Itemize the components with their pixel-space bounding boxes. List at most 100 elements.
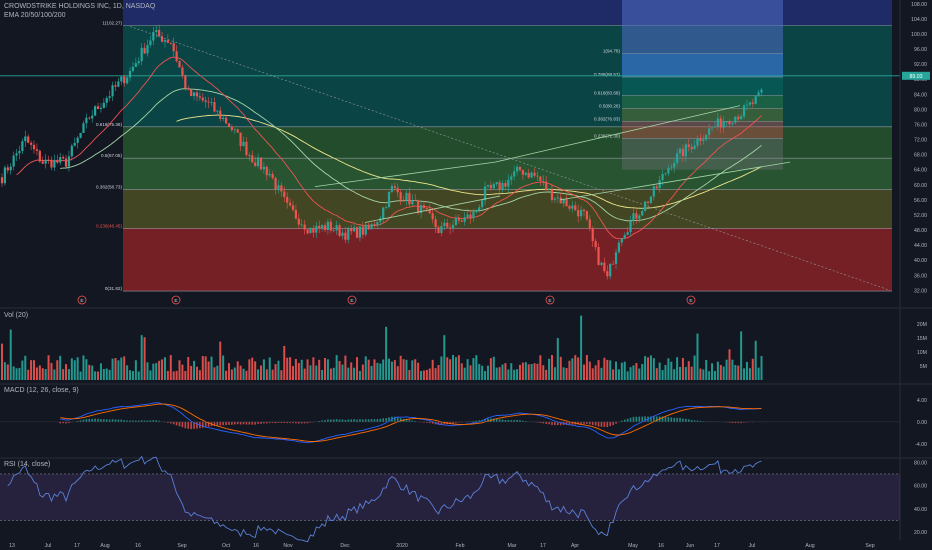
macd-histogram-bar <box>536 421 539 423</box>
volume-bar <box>102 368 105 380</box>
macd-histogram-bar <box>295 421 297 424</box>
candle <box>408 192 411 205</box>
volume-bar <box>222 355 225 380</box>
candle <box>521 169 524 175</box>
macd-histogram-bar <box>135 420 137 422</box>
price-tick: 56.00 <box>914 198 927 204</box>
volume-bar <box>440 356 443 380</box>
macd-histogram-bar <box>306 421 309 424</box>
volume-bar <box>533 363 536 380</box>
candle <box>47 159 50 161</box>
macd-histogram-bar <box>364 419 367 422</box>
candle <box>597 247 600 265</box>
macd-histogram-bar <box>231 421 233 425</box>
rsi-tick: 20.00 <box>914 530 927 536</box>
candle <box>425 208 428 209</box>
candle <box>687 144 690 147</box>
macd-histogram-bar <box>172 421 175 425</box>
candle <box>190 89 193 97</box>
macd-histogram-bar <box>568 421 571 425</box>
fib-label: 0.5(67.05) <box>101 153 122 158</box>
ema20-line <box>16 56 762 240</box>
candle <box>152 31 155 41</box>
price-tick: 104.00 <box>911 17 927 23</box>
macd-histogram-bar <box>367 419 370 422</box>
volume-bar <box>484 371 487 380</box>
volume-bar <box>411 360 414 380</box>
macd-histogram-bar <box>621 420 623 422</box>
ema-legend: EMA 20/50/100/200 <box>4 12 66 19</box>
volume-bar <box>708 371 711 380</box>
volume-bar <box>108 369 111 380</box>
candle <box>184 75 187 89</box>
volume-bar <box>210 356 213 380</box>
volume-bar <box>233 367 236 380</box>
candle <box>579 209 583 217</box>
volume-bar <box>18 367 21 380</box>
projection-band <box>622 95 783 109</box>
candle <box>175 51 178 62</box>
volume-bar <box>492 356 495 380</box>
time-tick: Jul <box>749 543 756 549</box>
time-tick: Aug <box>805 543 814 549</box>
candle <box>588 219 591 229</box>
time-tick: 17 <box>74 543 80 549</box>
projection-band <box>622 77 783 96</box>
volume-bar <box>687 361 690 380</box>
volume-bar <box>225 370 228 380</box>
candle <box>594 241 597 248</box>
fib-zone <box>123 126 892 159</box>
candle <box>222 117 225 119</box>
candle <box>3 167 7 184</box>
macd-histogram-bar <box>679 417 681 422</box>
volume-bar <box>472 358 475 380</box>
macd-histogram-bar <box>411 420 414 422</box>
candle <box>591 228 594 242</box>
macd-histogram-bar <box>341 419 344 422</box>
volume-bar <box>152 363 155 380</box>
macd-histogram-bar <box>324 420 326 422</box>
candle <box>166 40 169 43</box>
macd-histogram-bar <box>178 421 181 427</box>
candle <box>667 168 670 174</box>
volume-bar <box>609 360 612 380</box>
volume-bar <box>59 355 62 380</box>
rsi-tick: 60.00 <box>914 484 927 490</box>
volume-bar <box>347 367 350 380</box>
macd-histogram-bar <box>612 421 614 426</box>
candle <box>385 207 388 208</box>
volume-bar <box>457 355 460 380</box>
macd-histogram-bar <box>600 421 603 427</box>
candle <box>312 228 315 233</box>
macd-histogram-bar <box>664 416 667 422</box>
volume-bar <box>527 364 530 380</box>
volume-bar <box>617 369 620 380</box>
macd-histogram-bar <box>146 420 149 422</box>
candle <box>27 136 30 143</box>
volume-bar <box>62 369 65 380</box>
volume-bar <box>417 362 420 380</box>
volume-bar <box>300 359 303 380</box>
volume-bar <box>161 359 164 380</box>
volume-bar <box>743 368 746 380</box>
macd-histogram-bar <box>155 420 158 422</box>
macd-histogram-bar <box>673 417 676 422</box>
volume-bar <box>149 370 152 380</box>
volume-bar <box>556 337 559 380</box>
macd-histogram-bar <box>606 421 609 428</box>
macd-histogram-bar <box>655 416 658 422</box>
candle <box>396 187 399 193</box>
volume-bar <box>431 359 434 380</box>
candle <box>422 205 426 209</box>
macd-histogram-bar <box>469 421 472 422</box>
volume-bar <box>344 355 347 380</box>
candle <box>446 222 449 228</box>
candle <box>626 232 629 236</box>
candle <box>405 192 408 201</box>
price-tick: 108.00 <box>911 2 927 8</box>
macd-histogram-bar <box>428 421 431 424</box>
volume-bar <box>193 360 196 380</box>
candle <box>760 89 763 93</box>
candle <box>73 142 76 146</box>
